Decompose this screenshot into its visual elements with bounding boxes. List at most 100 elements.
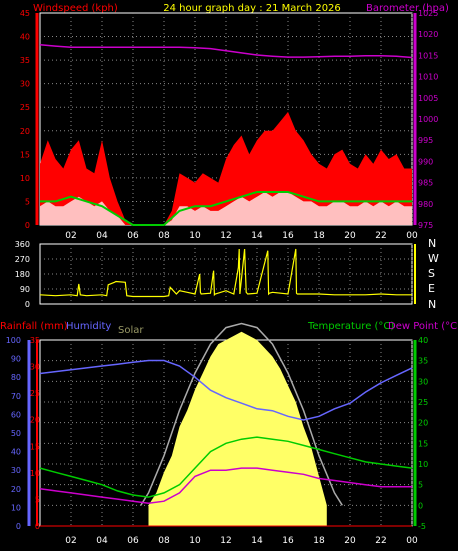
wind-panel: 02 04 06 08 10 12 14 16 18 20 22 00 051015202530354… xyxy=(20,9,439,241)
y-tick-label: 15 xyxy=(30,442,40,451)
y-tick-label: 1005 xyxy=(418,94,438,103)
barometer-axis-title: Barometer (hpa) xyxy=(366,3,449,14)
temperature-y-ticks: -5 0 5 10 15 20 25 30 35 40 xyxy=(418,336,428,531)
y-tick-label: 50 xyxy=(11,429,21,438)
y-tick-label: 10 xyxy=(20,174,30,183)
y-tick-label: 40 xyxy=(11,448,21,457)
wind-direction-line xyxy=(39,248,412,298)
y-tick-label: 35 xyxy=(30,336,40,345)
direction-plot-area xyxy=(39,243,413,305)
y-tick-label: 0 xyxy=(35,522,40,531)
y-tick-label: 40 xyxy=(418,336,428,345)
y-tick-label: 1020 xyxy=(418,30,438,39)
x-tick-label: 02 xyxy=(65,231,76,241)
y-tick-label: 20 xyxy=(418,419,428,428)
x-tick-label: 00 xyxy=(406,536,418,546)
y-tick-label: 30 xyxy=(20,80,30,89)
y-tick-label: -5 xyxy=(418,522,426,531)
average-wind-line xyxy=(40,191,412,226)
y-tick-label: 90 xyxy=(20,285,30,294)
x-tick-label: 08 xyxy=(158,231,170,241)
y-tick-label: 1025 xyxy=(418,9,438,18)
y-tick-label: 0 xyxy=(418,501,423,510)
x-tick-label: 06 xyxy=(127,536,139,546)
y-tick-label: 20 xyxy=(11,485,21,494)
humidity-axis-title: Humidity xyxy=(66,321,111,332)
x-tick-label: 02 xyxy=(65,536,76,546)
x-tick-label: 16 xyxy=(282,231,294,241)
y-tick-label: 25 xyxy=(418,398,428,407)
x-tick-label: 14 xyxy=(251,231,263,241)
humidity-y-ticks: 0 10 20 30 40 50 60 70 80 90 100 xyxy=(6,336,21,531)
y-tick-label: 975 xyxy=(418,221,433,230)
y-tick-label: 0 xyxy=(25,300,30,309)
y-tick-label: 5 xyxy=(25,197,30,206)
y-tick-label: 0 xyxy=(25,221,30,230)
y-tick-label: 60 xyxy=(11,410,21,419)
wind-speed-area xyxy=(40,192,412,225)
direction-label-w: W xyxy=(428,252,439,265)
direction-panel: 0 90 180 270 360 N W S E N xyxy=(15,237,439,311)
y-tick-label: 360 xyxy=(15,240,30,249)
y-tick-label: 10 xyxy=(418,460,428,469)
x-tick-label: 04 xyxy=(96,536,108,546)
x-tick-label: 04 xyxy=(96,231,108,241)
solar-label: Solar xyxy=(118,325,144,336)
y-tick-label: 985 xyxy=(418,179,433,188)
dewpoint-axis-title: Dew Point (°C) xyxy=(388,321,458,332)
barometer-y-ticks: 975 980 985 990 995 1000 1005 1010 1015 1020 1025 xyxy=(418,9,438,230)
x-tick-label: 20 xyxy=(344,536,356,546)
y-tick-label: 180 xyxy=(15,270,30,279)
y-tick-label: 10 xyxy=(11,503,21,512)
y-tick-label: 990 xyxy=(418,157,433,166)
x-tick-label: 10 xyxy=(189,231,201,241)
x-tick-label: 12 xyxy=(220,231,231,241)
y-tick-label: 270 xyxy=(15,255,30,264)
wind-y-ticks: 0 5 10 15 20 25 30 35 40 45 xyxy=(20,9,30,230)
y-tick-label: 980 xyxy=(418,200,433,209)
wind-x-ticks: 02 04 06 08 10 12 14 16 18 20 22 00 xyxy=(65,231,418,241)
y-tick-label: 1015 xyxy=(418,51,438,60)
y-tick-label: 40 xyxy=(20,33,30,42)
y-tick-label: 5 xyxy=(418,481,423,490)
y-tick-label: 10 xyxy=(30,469,40,478)
y-tick-label: 25 xyxy=(30,389,40,398)
direction-label-e: E xyxy=(428,282,435,295)
y-tick-label: 45 xyxy=(20,9,30,18)
direction-y-ticks: 0 90 180 270 360 xyxy=(15,240,30,309)
wind-series xyxy=(39,44,413,226)
x-tick-label: 12 xyxy=(220,536,231,546)
y-tick-label: 0 xyxy=(16,522,21,531)
x-tick-label: 20 xyxy=(344,231,356,241)
y-tick-label: 30 xyxy=(418,377,428,386)
rainfall-axis-title: Rainfall (mm) xyxy=(0,321,68,332)
x-tick-label: 18 xyxy=(313,536,325,546)
y-tick-label: 90 xyxy=(11,355,21,364)
temperature-series xyxy=(39,322,413,527)
x-tick-label: 00 xyxy=(406,231,418,241)
y-tick-label: 35 xyxy=(20,56,30,65)
gust-area xyxy=(40,111,412,225)
x-tick-label: 16 xyxy=(282,536,294,546)
direction-label-s: S xyxy=(428,267,435,280)
windspeed-axis-title: Windspeed (kph) xyxy=(33,3,118,14)
y-tick-label: 35 xyxy=(418,357,428,366)
direction-label-n-bottom: N xyxy=(428,298,436,311)
y-tick-label: 1010 xyxy=(418,73,438,82)
y-tick-label: 100 xyxy=(6,336,21,345)
x-tick-label: 10 xyxy=(189,536,201,546)
y-tick-label: 25 xyxy=(20,103,30,112)
dewpoint-line xyxy=(39,467,412,505)
direction-series xyxy=(39,248,412,298)
y-tick-label: 995 xyxy=(418,136,433,145)
x-tick-label: 06 xyxy=(127,231,139,241)
barometer-line xyxy=(39,44,413,59)
y-tick-label: 30 xyxy=(11,466,21,475)
x-tick-label: 08 xyxy=(158,536,170,546)
x-tick-label: 22 xyxy=(375,536,386,546)
solar-theoretical-line xyxy=(140,322,343,506)
y-tick-label: 30 xyxy=(30,363,40,372)
